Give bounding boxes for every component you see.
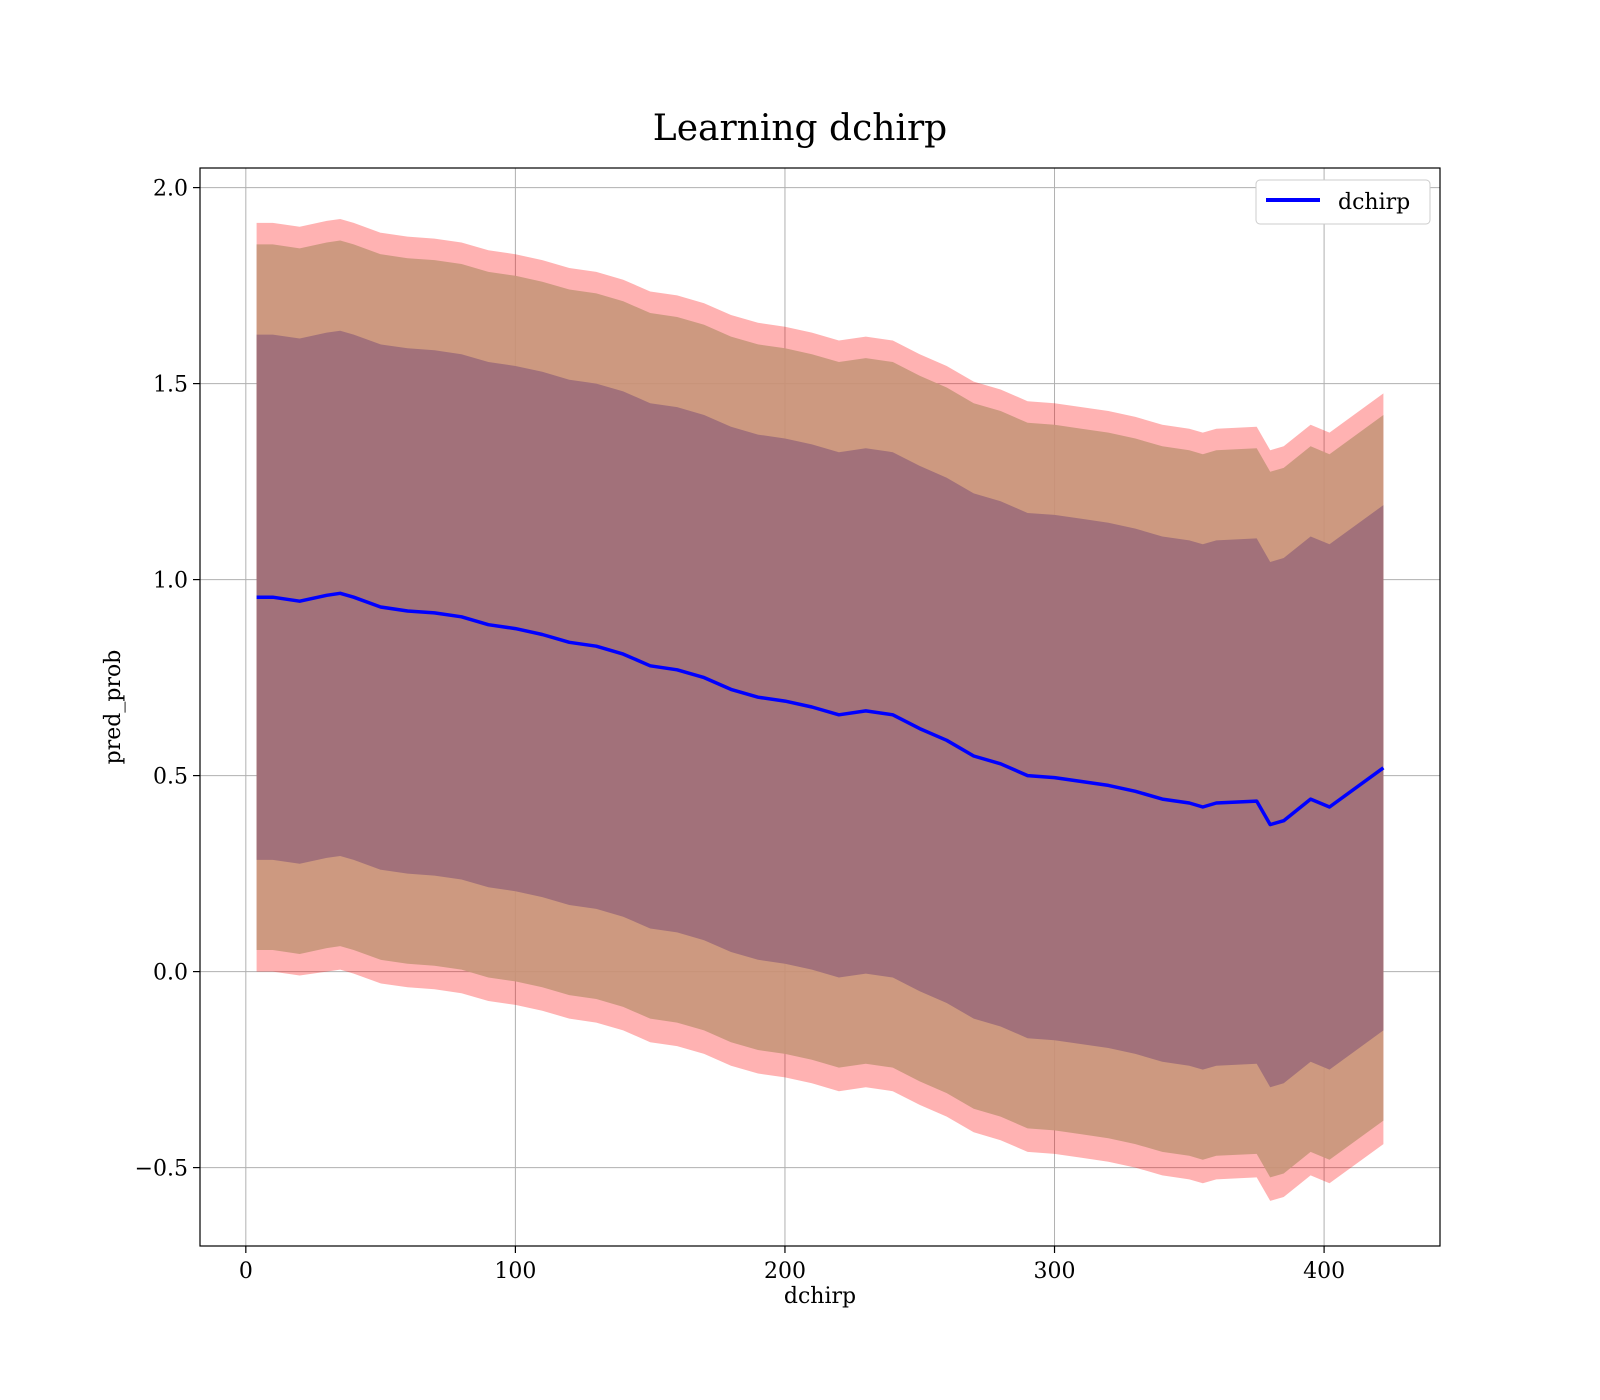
x-axis-ticks: 0 100 200 300 400 [239,1246,1345,1284]
y-tick-label-1: 0.0 [153,961,188,986]
plot-frame [199,167,1441,1247]
y-tick-label-4: 1.5 [153,373,188,398]
series-lines [256,591,1385,827]
y-axis-ticks: −0.5 0.0 0.5 1.0 1.5 2.0 [135,177,200,1182]
x-tick-label-4: 400 [1303,1259,1345,1284]
y-tick-label-5: 2.0 [153,177,188,202]
x-tick-label-2: 200 [764,1259,806,1284]
x-tick-label-0: 0 [239,1259,253,1284]
y-tick-label-0: −0.5 [135,1157,188,1182]
y-tick-label-2: 0.5 [153,765,188,790]
x-tick-label-3: 300 [1034,1259,1076,1284]
y-tick-label-3: 1.0 [153,569,188,594]
legend: dchirp [1255,179,1431,225]
y-axis-label: pred_prob [101,650,126,765]
legend-box [1255,179,1431,225]
x-tick-label-1: 100 [494,1259,536,1284]
chart-title: Learning dchirp [653,108,947,149]
series-line-dchirp [256,591,1385,827]
legend-label-dchirp: dchirp [1338,190,1410,215]
x-axis-label: dchirp [784,1284,856,1309]
